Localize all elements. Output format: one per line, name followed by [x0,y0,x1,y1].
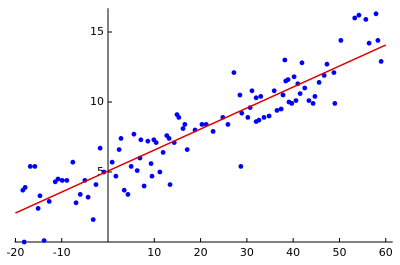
point [261,115,267,120]
point [231,70,237,75]
point [116,147,122,153]
point [55,176,61,182]
point [176,115,182,120]
point [278,106,284,112]
point [249,88,255,94]
point [210,129,216,134]
point [145,138,151,144]
point [167,182,173,188]
point [41,238,47,244]
point [274,108,280,113]
x-tick-label: 50 [332,246,346,259]
point [166,136,172,141]
point [302,85,308,91]
point [109,159,115,165]
point [312,94,318,99]
point [282,57,288,63]
point [356,12,362,18]
point [121,187,127,193]
point [253,95,259,101]
point [332,101,338,106]
point [118,136,124,141]
point [148,161,154,167]
point [134,168,140,174]
point [266,113,272,119]
x-tick-label: 20 [194,246,208,259]
point [363,17,369,22]
point [97,145,103,151]
x-tick-label: -20 [6,246,24,259]
point [373,11,379,17]
point [128,164,134,169]
x-tick-label: 10 [147,246,161,259]
point [22,185,28,190]
point [245,115,251,120]
point [149,173,155,179]
point [289,101,295,106]
point [153,140,159,146]
point [138,137,144,143]
point [184,147,190,153]
point [113,173,119,179]
point [32,164,38,169]
point [375,38,381,43]
point [237,92,243,98]
point [182,122,188,127]
x-tick-label: 40 [286,246,300,259]
point [331,70,337,75]
point [280,92,286,98]
y-tick-label: 15 [90,25,104,38]
y-tick-label: 10 [90,95,104,108]
point [310,101,316,106]
x-tick-label: 30 [240,246,254,259]
point [27,164,33,169]
point [271,88,277,94]
point [180,126,186,131]
point [338,38,344,43]
point [77,192,83,197]
point [37,193,43,199]
point [125,192,131,197]
point [90,217,96,223]
point [316,80,322,85]
point [352,15,358,21]
point [46,199,52,204]
x-tick-label: -10 [53,246,71,259]
point [35,206,41,211]
point [258,94,264,99]
point [378,59,384,64]
point [199,122,205,127]
point [59,178,65,183]
point [297,91,303,96]
point [366,40,372,46]
point [225,122,231,127]
point [93,182,99,188]
point [141,183,147,189]
point [299,60,305,66]
y-tick-label: 5 [97,165,104,178]
point [239,110,245,116]
point [306,98,312,103]
point [73,200,79,206]
point [160,150,166,155]
point [293,98,299,103]
x-tick-label: 60 [379,246,393,259]
point [324,61,330,67]
point [85,194,91,200]
point [256,117,262,123]
point [70,159,76,165]
point [131,131,137,137]
point [21,239,27,245]
point [285,77,291,82]
point [238,164,244,169]
point [64,178,70,183]
point [157,169,163,175]
point [291,74,297,80]
fit-line [15,44,387,214]
